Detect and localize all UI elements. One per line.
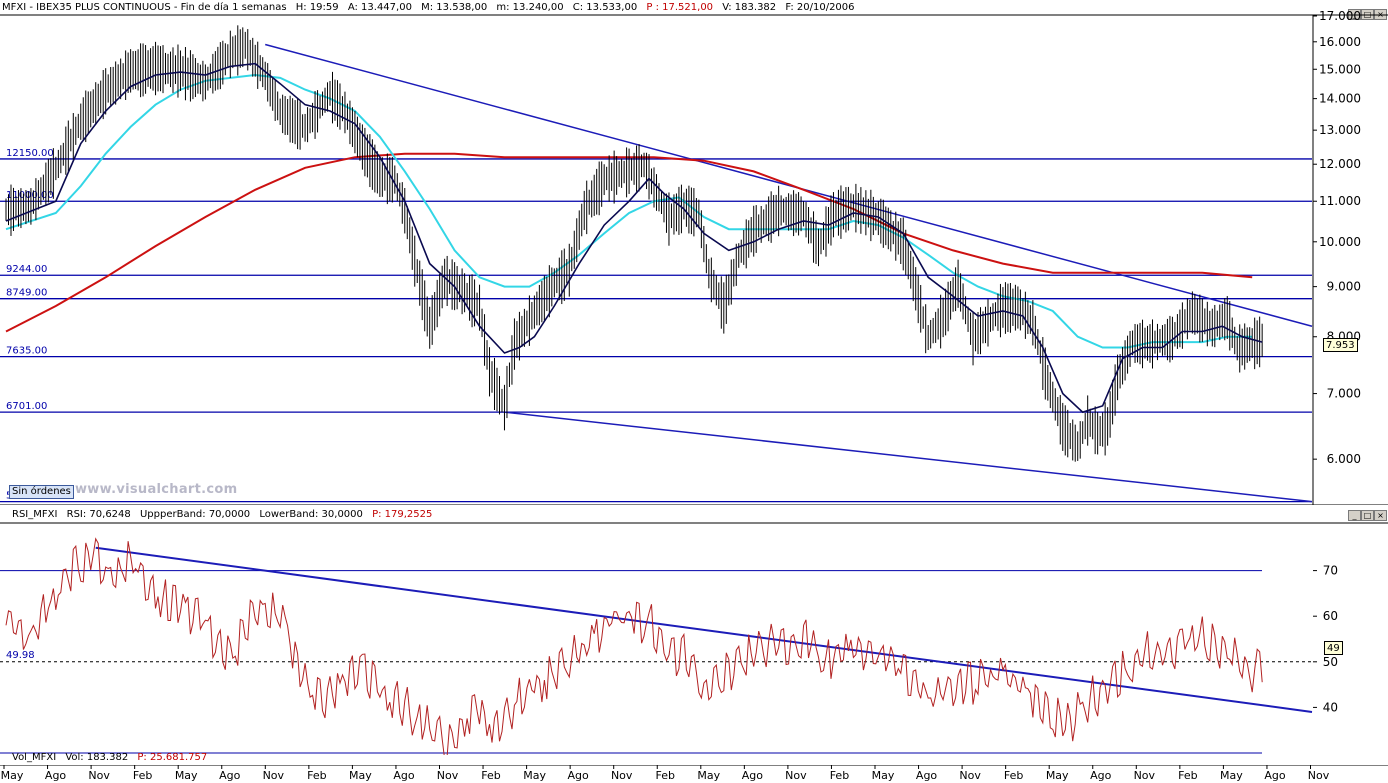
high-label: M: 13.538,00 bbox=[421, 2, 488, 13]
xaxis-label: Nov bbox=[263, 769, 285, 782]
vol-panel-header: Vol_MFXI Vol: 183.382 P: 25.681.757 bbox=[12, 750, 612, 765]
price-y-tick-label: 11.000 bbox=[1319, 194, 1361, 208]
close-label: C: 13.533,00 bbox=[572, 2, 638, 13]
xaxis-label: May bbox=[1046, 769, 1069, 782]
xaxis-label: Nov bbox=[1308, 769, 1330, 782]
rsi-trend-line bbox=[95, 546, 1313, 713]
price-y-tick-label: 13.000 bbox=[1319, 123, 1361, 137]
xaxis-label: Nov bbox=[88, 769, 110, 782]
price-y-tick-label: 7.000 bbox=[1327, 387, 1361, 401]
vol-value-label: Vol: 183.382 bbox=[65, 752, 129, 763]
xaxis-label: Ago bbox=[568, 769, 590, 782]
price-chart: 12150.00 11000.00 9244.00 8749.00 7635.00 670… bbox=[0, 9, 1388, 505]
xaxis-label: Nov bbox=[437, 769, 459, 782]
price-y-tick-label: 9.000 bbox=[1327, 280, 1361, 294]
xaxis-label: May bbox=[175, 769, 198, 782]
xaxis-label: May bbox=[872, 769, 895, 782]
xaxis-label: Ago bbox=[45, 769, 67, 782]
rsi-y-tick-label: 70 bbox=[1323, 564, 1338, 578]
rsi-panel-header: RSI_MFXI RSI: 70,6248 UppperBand: 70,000… bbox=[12, 507, 1312, 522]
xaxis-label: Nov bbox=[959, 769, 981, 782]
price-y-tick-label: 17.000 bbox=[1319, 9, 1361, 23]
xaxis-label: Ago bbox=[219, 769, 241, 782]
xaxis-label: Feb bbox=[1004, 769, 1023, 782]
xaxis-label: May bbox=[1220, 769, 1243, 782]
symbol-label: MFXI - IBEX35 PLUS CONTINUOUS - Fin de d… bbox=[2, 2, 287, 13]
xaxis-label: May bbox=[523, 769, 546, 782]
level-label: 7635.00 bbox=[6, 346, 47, 357]
xaxis-label: Nov bbox=[785, 769, 807, 782]
rsi-line bbox=[5, 537, 1263, 755]
trend-line bbox=[504, 411, 1313, 503]
xaxis-label: Feb bbox=[656, 769, 675, 782]
time-axis: May Ago Nov Feb May Ago Nov Feb May Ago Nov Feb May A… bbox=[0, 765, 1388, 782]
low-label: m: 13.240,00 bbox=[496, 2, 564, 13]
xaxis-label: Feb bbox=[307, 769, 326, 782]
p-label: P : 17.521,00 bbox=[646, 2, 714, 13]
xaxis-label: Feb bbox=[133, 769, 152, 782]
rsi-y-tick-label: 50 bbox=[1323, 655, 1338, 669]
level-label: 12150.00 bbox=[6, 148, 54, 159]
xaxis-label: May bbox=[349, 769, 372, 782]
rsi-y-tick-label: 60 bbox=[1323, 609, 1338, 623]
vol-name-label: Vol_MFXI bbox=[12, 752, 57, 763]
xaxis-label: Ago bbox=[1264, 769, 1286, 782]
xaxis-label: May bbox=[697, 769, 720, 782]
xaxis-label: Ago bbox=[1090, 769, 1112, 782]
ma-mid-line bbox=[5, 73, 1253, 349]
rsi-upper-label: UppperBand: 70,0000 bbox=[139, 509, 251, 520]
volume-label: V: 183.382 bbox=[722, 2, 777, 13]
rsi-p-label: P: 179,2525 bbox=[372, 509, 433, 520]
rsi-lower-label: LowerBand: 30,0000 bbox=[259, 509, 363, 520]
xaxis-label: Feb bbox=[830, 769, 849, 782]
xaxis-label: Nov bbox=[1134, 769, 1156, 782]
rsi-value-label: RSI: 70,6248 bbox=[66, 509, 131, 520]
rsi-y-tick-label: 40 bbox=[1323, 700, 1338, 714]
xaxis-label: Ago bbox=[916, 769, 938, 782]
xaxis-label: Nov bbox=[611, 769, 633, 782]
price-y-tick-label: 10.000 bbox=[1319, 235, 1361, 249]
xaxis-label: Feb bbox=[481, 769, 500, 782]
sin-ordenes-button[interactable]: Sin órdenes bbox=[9, 485, 74, 499]
xaxis-label: May bbox=[1, 769, 24, 782]
price-y-tick-label: 14.000 bbox=[1319, 92, 1361, 106]
xaxis-label: Ago bbox=[393, 769, 415, 782]
level-label: 6701.00 bbox=[6, 401, 47, 412]
xaxis-label: Ago bbox=[742, 769, 764, 782]
rsi-maximize-icon[interactable]: □ bbox=[1361, 510, 1374, 521]
level-label: 9244.00 bbox=[6, 264, 47, 275]
date-label: F: 20/10/2006 bbox=[785, 2, 855, 13]
vol-p-label: P: 25.681.757 bbox=[137, 752, 208, 763]
trend-line bbox=[265, 43, 1313, 327]
price-y-tick-label: 15.000 bbox=[1319, 62, 1361, 76]
ma-fast-line bbox=[5, 62, 1263, 414]
rsi-name-label: RSI_MFXI bbox=[12, 509, 58, 520]
rsi-current-badge: 49 bbox=[1324, 641, 1343, 655]
price-y-tick-label: 16.000 bbox=[1319, 35, 1361, 49]
open-label: A: 13.447,00 bbox=[347, 2, 412, 13]
xaxis-label: Feb bbox=[1178, 769, 1197, 782]
price-y-tick-label: 6.000 bbox=[1327, 452, 1361, 466]
level-label: 11000.00 bbox=[6, 190, 54, 201]
current-price-badge: 7.953 bbox=[1323, 338, 1358, 352]
rsi-level-label: 49.98 bbox=[6, 650, 35, 661]
hour-label: H: 19:59 bbox=[295, 2, 339, 13]
price-panel-header: MFXI - IBEX35 PLUS CONTINUOUS - Fin de d… bbox=[2, 0, 1302, 15]
price-y-tick-label: 12.000 bbox=[1319, 157, 1361, 171]
level-label: 8749.00 bbox=[6, 288, 47, 299]
rsi-chart: 49.98 40 50 60 70 bbox=[0, 522, 1388, 755]
rsi-close-icon[interactable]: × bbox=[1374, 510, 1387, 521]
rsi-minimize-icon[interactable]: _ bbox=[1348, 510, 1361, 521]
watermark: www.visualchart.com bbox=[75, 482, 238, 497]
